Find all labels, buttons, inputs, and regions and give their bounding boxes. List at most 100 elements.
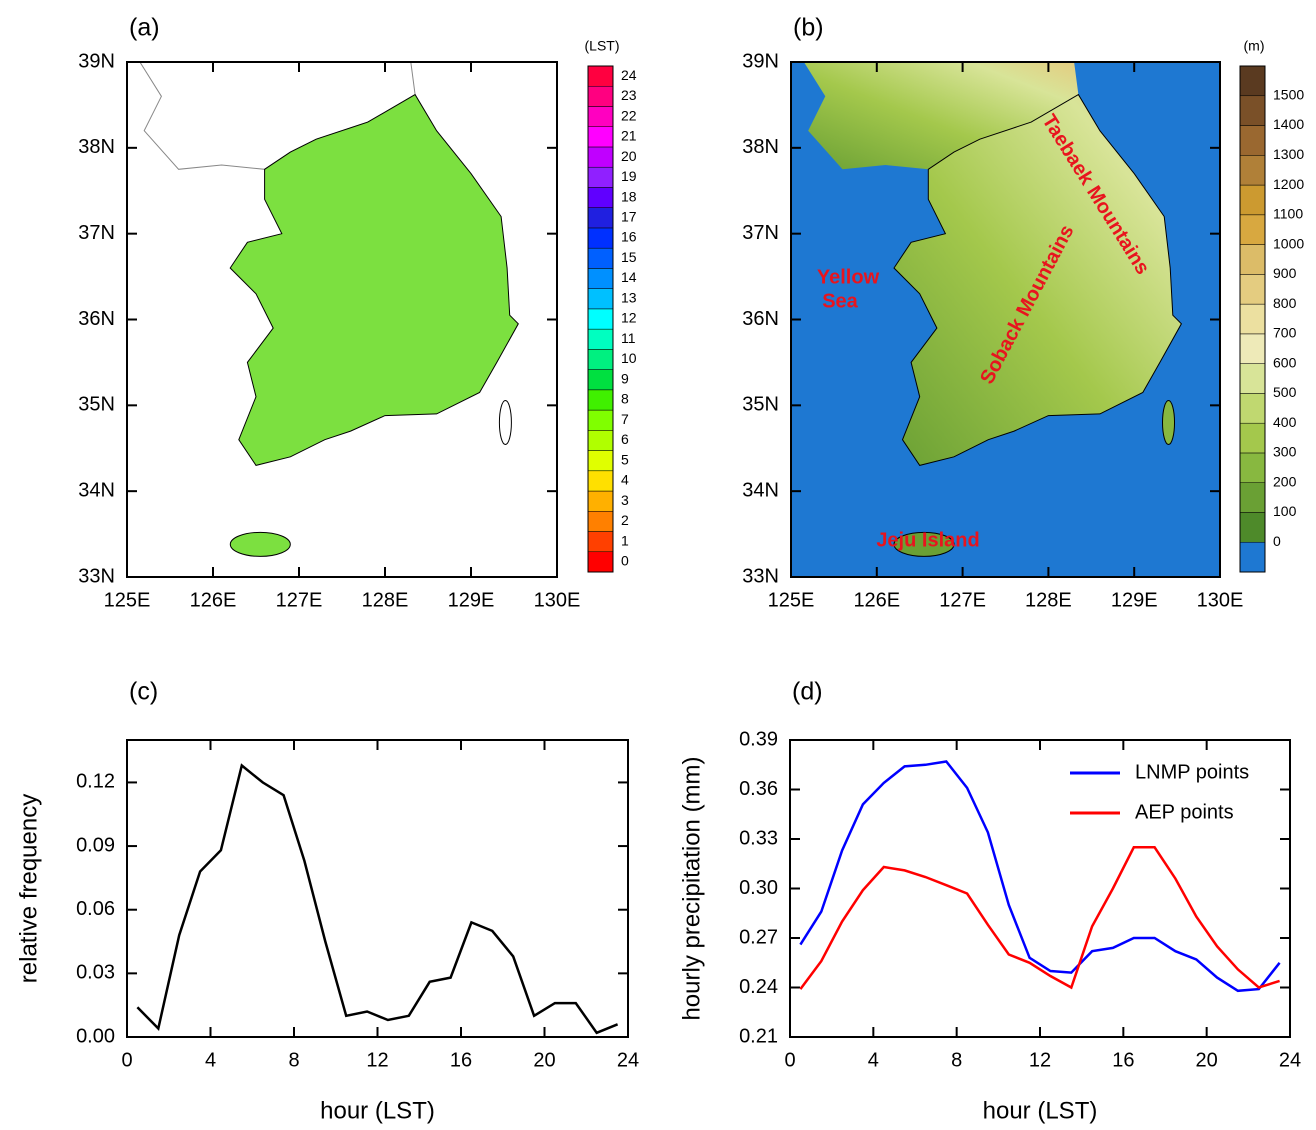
colorbar-box: [1239, 184, 1266, 216]
y-tick-label: 38N: [78, 136, 115, 158]
colorbar-box: [587, 369, 614, 391]
y-tick-label: 0.24: [739, 976, 778, 998]
x-tick-label: 130E: [1197, 589, 1244, 611]
colorbar-label: 0: [1273, 533, 1281, 549]
colorbar-label: 23: [621, 87, 637, 103]
colorbar-box: [1239, 333, 1266, 364]
ulleung-outline: [498, 400, 512, 445]
colorbar-title: (m): [1244, 38, 1265, 54]
colorbar-label: 17: [621, 209, 637, 225]
colorbar-label: 9: [621, 370, 629, 386]
colorbar-box: [587, 409, 614, 431]
annotation: Jeju Island: [876, 529, 979, 551]
colorbar-box: [587, 470, 614, 492]
x-tick-label: 129E: [1111, 589, 1158, 611]
x-axis-title: hour (LST): [320, 1097, 435, 1124]
colorbar-label: 900: [1273, 265, 1297, 281]
y-tick-label: 34N: [742, 479, 779, 501]
x-tick-label: 20: [1196, 1049, 1218, 1071]
colorbar-box: [1239, 274, 1266, 305]
x-tick-label: 16: [450, 1049, 472, 1071]
colorbar-box: [1239, 125, 1266, 156]
colorbar-box: [587, 328, 614, 350]
x-tick-label: 0: [784, 1049, 795, 1071]
colorbar-box: [1239, 393, 1266, 424]
colorbar-box: [587, 389, 614, 411]
y-tick-label: 0.33: [739, 827, 778, 849]
colorbar-box: [1239, 452, 1266, 483]
colorbar-box: [1239, 214, 1266, 245]
y-axis-title: hourly precipitation (mm): [678, 756, 705, 1020]
y-axis-title: relative frequency: [15, 794, 42, 983]
colorbar-label: 600: [1273, 354, 1297, 370]
colorbar-box: [1239, 512, 1266, 543]
x-tick-label: 128E: [362, 589, 409, 611]
colorbar-box: [587, 511, 614, 532]
colorbar-label: 22: [621, 107, 637, 123]
colorbar-label: 1: [621, 532, 629, 548]
colorbar-title: (LST): [585, 38, 620, 54]
colorbar-label: 16: [621, 229, 637, 245]
y-tick-label: 36N: [78, 308, 115, 330]
x-tick-label: 125E: [104, 589, 151, 611]
x-axis-title: hour (LST): [983, 1097, 1098, 1124]
colorbar-frame: [587, 65, 614, 573]
colorbar-box: [1239, 363, 1266, 394]
x-tick-label: 24: [1279, 1049, 1301, 1071]
y-tick-label: 0.30: [739, 877, 778, 899]
x-tick-label: 24: [617, 1049, 639, 1071]
colorbar-box: [587, 288, 614, 310]
y-tick-label: 0.27: [739, 926, 778, 948]
y-tick-label: 0.12: [76, 771, 115, 793]
colorbar-label: 1100: [1273, 206, 1303, 222]
panel-label: (b): [793, 14, 824, 42]
land-north: [803, 62, 1079, 170]
land-south: [893, 93, 1183, 466]
y-tick-label: 33N: [78, 565, 115, 587]
colorbar-box: [1239, 422, 1266, 454]
colorbar-label: 1000: [1273, 235, 1304, 251]
jeju: [229, 531, 291, 557]
x-tick-label: 125E: [768, 589, 815, 611]
colorbar-label: 0: [621, 553, 629, 569]
colorbar-label: 14: [621, 269, 637, 285]
colorbar-box: [587, 166, 614, 188]
map-area: [127, 62, 557, 577]
colorbar-label: 10: [621, 350, 637, 366]
colorbar-box: [587, 268, 614, 289]
colorbar-label: 24: [621, 67, 637, 83]
colorbar-label: 1500: [1273, 86, 1304, 102]
colorbar-box: [587, 531, 614, 553]
y-tick-label: 36N: [742, 308, 779, 330]
x-tick-label: 128E: [1025, 589, 1072, 611]
colorbar-label: 500: [1273, 384, 1297, 400]
colorbar-label: 1400: [1273, 116, 1304, 132]
x-tick-label: 126E: [190, 589, 237, 611]
colorbar-label: 5: [621, 451, 629, 467]
colorbar-frame: [1239, 65, 1266, 573]
colorbar-label: 19: [621, 168, 637, 184]
x-tick-label: 129E: [448, 589, 495, 611]
data-line: [799, 846, 1280, 990]
y-tick-label: 0.03: [76, 962, 115, 984]
x-tick-label: 4: [205, 1049, 216, 1071]
colorbar-box: [587, 146, 614, 168]
colorbar-label: 400: [1273, 414, 1297, 430]
colorbar-box: [587, 450, 614, 472]
x-tick-label: 8: [951, 1049, 962, 1071]
y-tick-label: 33N: [742, 565, 779, 587]
x-tick-label: 127E: [939, 589, 986, 611]
colorbar-box: [587, 490, 614, 512]
y-tick-label: 0.39: [739, 728, 778, 750]
colorbar-box: [1239, 155, 1266, 186]
y-tick-label: 37N: [78, 222, 115, 244]
colorbar-box: [587, 551, 614, 573]
x-tick-label: 16: [1112, 1049, 1134, 1071]
colorbar-box: [587, 430, 614, 451]
colorbar-label: 4: [621, 472, 629, 488]
colorbar-box: [1239, 65, 1266, 97]
colorbar-label: 6: [621, 431, 629, 447]
panel-label: (a): [129, 14, 160, 42]
colorbar-label: 3: [621, 492, 629, 508]
x-tick-label: 12: [1029, 1049, 1051, 1071]
